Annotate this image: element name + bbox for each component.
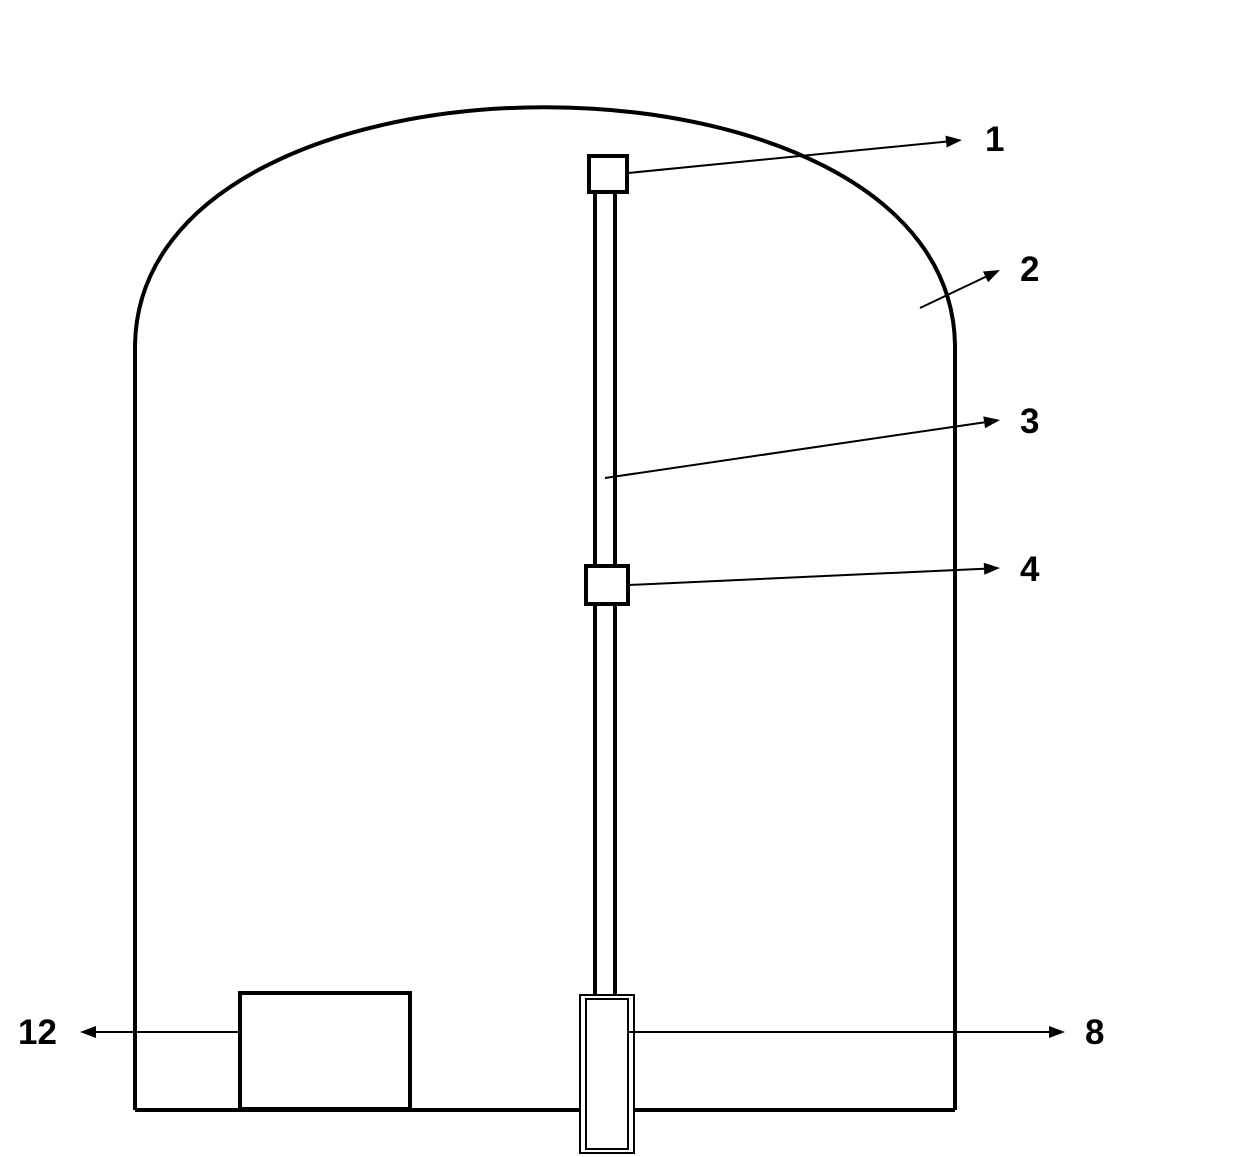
label-12: 12 — [18, 1013, 57, 1053]
diagram-svg — [0, 0, 1240, 1157]
label-8: 8 — [1085, 1013, 1104, 1053]
label-4: 4 — [1020, 550, 1039, 590]
label-3: 3 — [1020, 402, 1039, 442]
diagram-canvas: 1 2 3 4 8 12 — [0, 0, 1240, 1157]
label-2: 2 — [1020, 250, 1039, 290]
label-1: 1 — [985, 120, 1004, 160]
